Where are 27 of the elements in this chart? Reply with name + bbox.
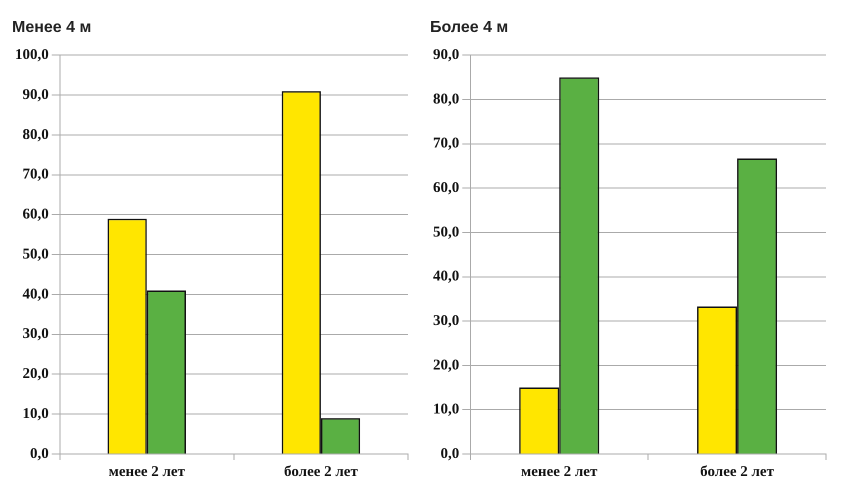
y-tick-label: 70,0 <box>22 166 49 183</box>
y-tick-label: 60,0 <box>433 180 460 196</box>
y-tick-label: 90,0 <box>433 47 460 64</box>
y-tick-label: 50,0 <box>433 224 460 240</box>
y-tick-label: 100,0 <box>15 47 49 64</box>
chart-title: Менее 4 м <box>12 19 92 36</box>
x-tick-label: более 2 лет <box>700 464 775 480</box>
y-tick-label: 10,0 <box>433 402 460 418</box>
y-tick-label: 50,0 <box>22 246 49 262</box>
y-tick-label: 80,0 <box>433 91 460 108</box>
y-tick-label: 20,0 <box>433 357 460 374</box>
y-tick-label: 20,0 <box>22 366 49 382</box>
y-tick-label: 0,0 <box>30 446 49 462</box>
x-tick-label: более 2 лет <box>284 464 358 480</box>
y-tick-label: 60,0 <box>22 206 49 223</box>
x-tick-label: менее 2 лет <box>521 464 598 480</box>
y-tick-label: 0,0 <box>440 446 460 462</box>
y-tick-label: 30,0 <box>433 312 460 329</box>
y-tick-label: 40,0 <box>22 286 49 302</box>
y-tick-label: 30,0 <box>22 326 49 342</box>
y-tick-label: 40,0 <box>433 268 460 285</box>
y-tick-label: 90,0 <box>22 86 49 103</box>
chart-title: Более 4 м <box>430 19 508 36</box>
y-tick-label: 80,0 <box>22 126 49 143</box>
y-tick-label: 10,0 <box>22 406 49 422</box>
y-tick-label: 70,0 <box>433 136 460 152</box>
x-tick-label: менее 2 лет <box>108 464 186 480</box>
